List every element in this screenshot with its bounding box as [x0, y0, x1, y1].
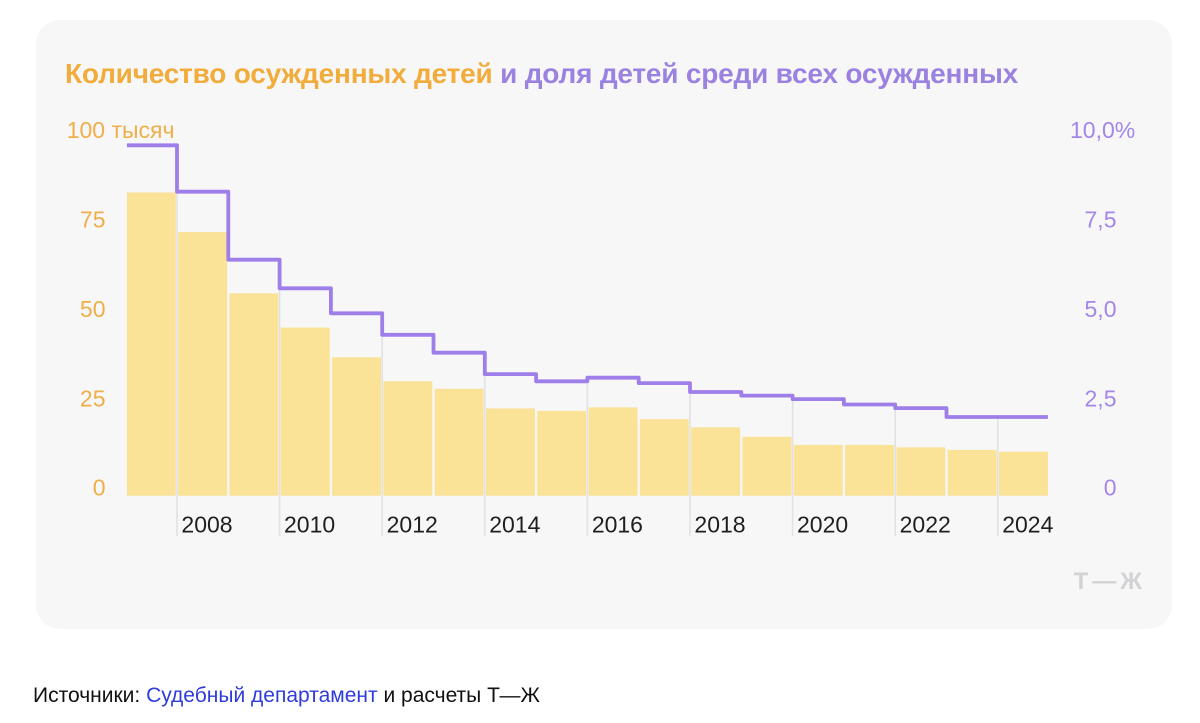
bar-2018	[691, 427, 741, 496]
bar-2024	[999, 451, 1048, 496]
left-axis-tick-0: 0	[93, 475, 106, 501]
left-axis-tick-50: 50	[80, 296, 106, 322]
x-axis-label-2016: 2016	[592, 511, 643, 537]
chart-title: Количество осужденных детей и доля детей…	[65, 58, 1018, 90]
bars-layer	[126, 192, 1048, 496]
title-convicted-children-count: Количество осужденных детей	[65, 58, 493, 89]
bar-2012	[383, 381, 433, 496]
source-link-judicial-department[interactable]: Судебный департамент	[146, 684, 378, 707]
left-axis-tick-75: 75	[80, 207, 106, 233]
bar-2023	[947, 449, 997, 496]
bar-2022	[896, 447, 946, 496]
right-axis-tick-7_5: 7,5	[1085, 207, 1117, 233]
x-axis-label-2018: 2018	[694, 511, 745, 537]
source-suffix: и расчеты Т—Ж	[377, 684, 540, 707]
x-axis-label-2008: 2008	[181, 511, 232, 537]
tj-logo: Т—Ж	[1073, 568, 1146, 595]
bar-2011	[332, 357, 381, 496]
bar-2020	[793, 444, 843, 496]
source-prefix: Источники:	[33, 684, 147, 707]
bar-2009	[229, 293, 279, 496]
bar-2014	[486, 408, 535, 496]
bar-2015	[537, 410, 587, 496]
bar-2010	[280, 327, 330, 496]
chart-card: Количество осужденных детей и доля детей…	[36, 20, 1172, 629]
right-axis-tick-5_0: 5,0	[1085, 296, 1117, 322]
left-axis-top-label: 100 тысяч	[67, 117, 175, 143]
x-axis-label-2024: 2024	[1002, 511, 1053, 537]
bar-2019	[742, 436, 792, 496]
x-axis-label-2022: 2022	[900, 511, 951, 537]
x-axis-label-2010: 2010	[284, 511, 335, 537]
left-axis-tick-25: 25	[80, 385, 106, 411]
gridlines-layer	[176, 191, 999, 536]
title-share-of-children: и доля детей среди всех осужденных	[492, 58, 1019, 89]
combo-chart-canvas: 100 тысяч 75 50 25 0 10,0% 7,5 5,0 2,5 0 2008 2010 2…	[67, 117, 1136, 537]
share-step-line	[126, 143, 1048, 419]
bar-2017	[639, 419, 689, 496]
right-axis-tick-2_5: 2,5	[1085, 385, 1117, 411]
bar-2016	[588, 407, 638, 496]
right-axis-top-label: 10,0%	[1070, 117, 1135, 143]
right-axis-tick-0: 0	[1104, 475, 1117, 501]
bar-2021	[845, 444, 894, 496]
bar-2007	[126, 192, 176, 496]
bar-2008	[178, 232, 228, 496]
x-axis-label-2012: 2012	[387, 511, 438, 537]
x-axis-label-2014: 2014	[489, 511, 540, 537]
bar-2013	[434, 388, 484, 496]
x-axis-label-2020: 2020	[797, 511, 848, 537]
source-line: Источники: Судебный департамент и расчет…	[33, 684, 540, 708]
